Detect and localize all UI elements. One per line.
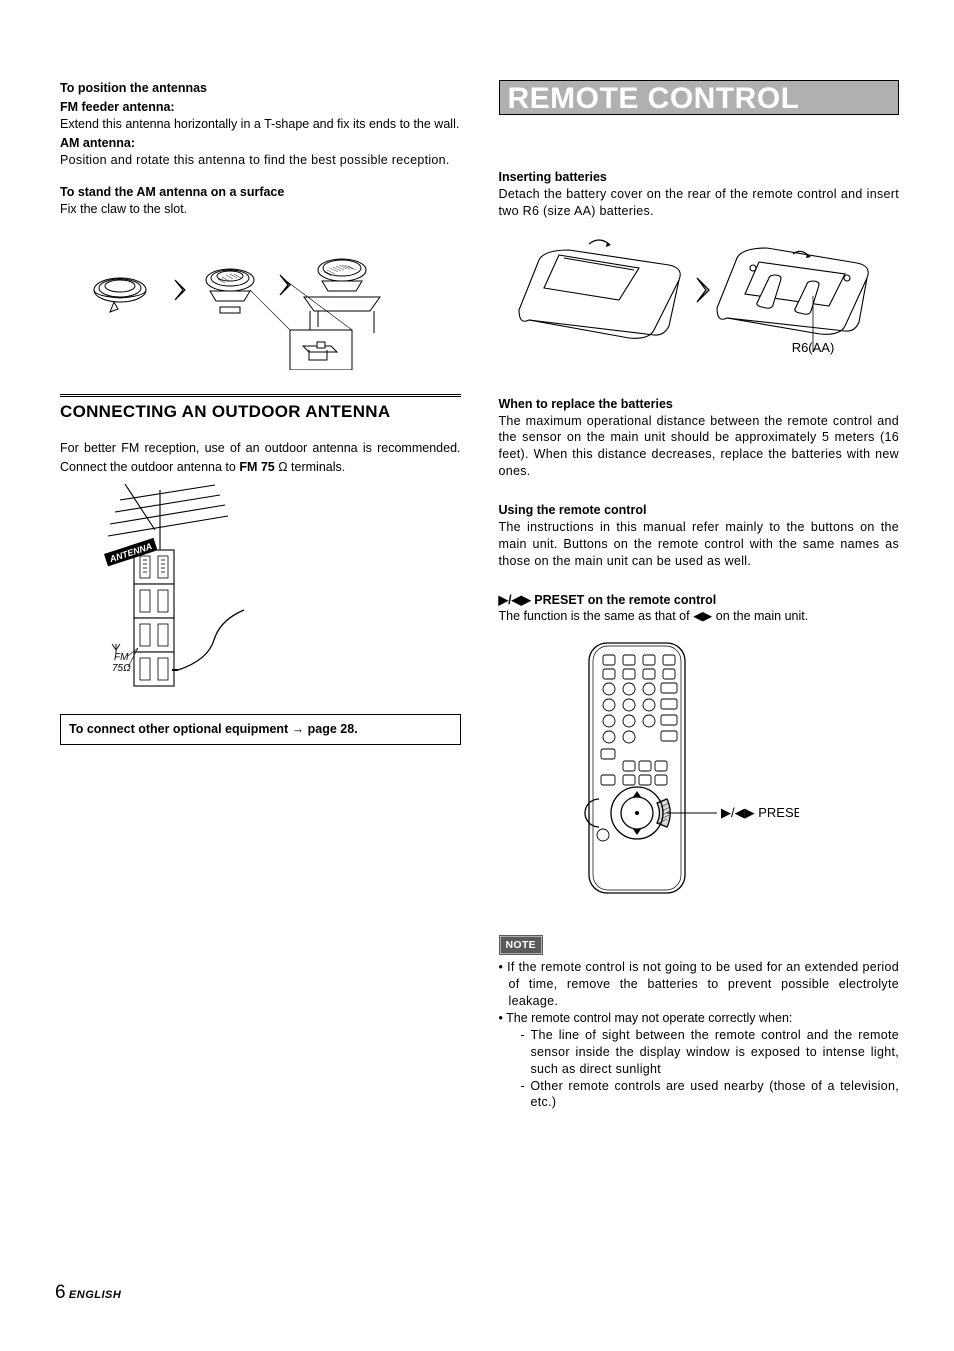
heading-replace-batteries: When to replace the batteries xyxy=(499,396,900,413)
callout-optional-equipment: To connect other optional equipment → pa… xyxy=(60,714,461,745)
note-item-2a: - The line of sight between the remote c… xyxy=(521,1027,900,1078)
banner-remote-control: REMOTE CONTROL xyxy=(499,80,900,115)
heading-using-remote: Using the remote control xyxy=(499,502,900,519)
figure-outdoor-antenna: ANTENNA FM 75Ω xyxy=(60,480,461,700)
heading-am-antenna: AM antenna: xyxy=(60,135,461,152)
heading-inserting-batteries: Inserting batteries xyxy=(499,169,900,186)
text-outdoor-1: For better FM reception, use of an outdo… xyxy=(60,440,461,457)
text-am-body: Position and rotate this antenna to find… xyxy=(60,152,461,169)
text-inserting-body: Detach the battery cover on the rear of … xyxy=(499,186,900,220)
section-rule xyxy=(60,394,461,397)
heading-outdoor-antenna: CONNECTING AN OUTDOOR ANTENNA xyxy=(60,401,461,424)
page-columns: To position the antennas FM feeder anten… xyxy=(60,80,899,1111)
note-list: • If the remote control is not going to … xyxy=(499,959,900,1111)
figure-remote: ▶/◀▶ PRESET xyxy=(499,635,900,905)
heading-fm-feeder: FM feeder antenna: xyxy=(60,99,461,116)
note-badge: NOTE xyxy=(499,935,543,955)
text-preset-body: The function is the same as that of ◀▶ o… xyxy=(499,608,900,625)
note-item-2b: - Other remote controls are used nearby … xyxy=(521,1078,900,1112)
figure-batteries: R6(AA) xyxy=(499,230,900,380)
heading-stand-am: To stand the AM antenna on a surface xyxy=(60,184,461,201)
page-language: ENGLISH xyxy=(69,1289,121,1301)
svg-text:75Ω: 75Ω xyxy=(112,663,131,674)
page-number: 6 xyxy=(55,1282,66,1303)
label-r6aa: R6(AA) xyxy=(791,340,834,355)
left-column: To position the antennas FM feeder anten… xyxy=(60,80,461,1111)
text-stand-body: Fix the claw to the slot. xyxy=(60,201,461,218)
text-replace-body: The maximum operational distance between… xyxy=(499,413,900,481)
text-fm-body: Extend this antenna horizontally in a T-… xyxy=(60,116,461,133)
text-using-body: The instructions in this manual refer ma… xyxy=(499,519,900,570)
heading-position-antennas: To position the antennas xyxy=(60,80,461,97)
figure-am-stand xyxy=(80,230,461,370)
note-item-1: • If the remote control is not going to … xyxy=(499,959,900,1010)
label-preset: ▶/◀▶ PRESET xyxy=(721,805,799,820)
text-outdoor-2: Connect the outdoor antenna to FM 75 Ω t… xyxy=(60,459,461,476)
right-column: REMOTE CONTROL Inserting batteries Detac… xyxy=(499,80,900,1111)
heading-preset: ▶/◀▶ PRESET on the remote control xyxy=(499,592,900,609)
page-footer: 6 ENGLISH xyxy=(55,1280,121,1306)
note-item-2: • The remote control may not operate cor… xyxy=(499,1010,900,1111)
